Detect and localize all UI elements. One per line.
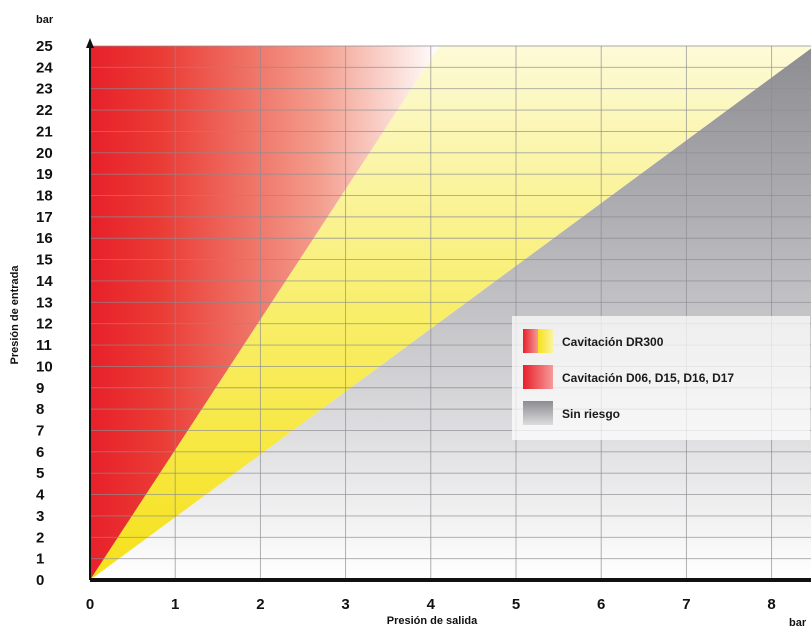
y-tick-label: 4 (36, 487, 45, 504)
legend-label-d06: Cavitación D06, D15, D16, D17 (562, 371, 734, 385)
x-axis-title: Presión de salida (387, 615, 478, 627)
x-tick-label: 6 (597, 596, 605, 613)
y-axis-arrow-icon (86, 38, 94, 48)
y-tick-label: 16 (36, 230, 53, 247)
y-tick-label: 0 (36, 572, 44, 589)
y-tick-label: 19 (36, 166, 53, 183)
y-tick-label: 22 (36, 102, 53, 119)
x-tick-label: 1 (171, 596, 179, 613)
x-tick-label: 5 (512, 596, 520, 613)
legend: Cavitación DR300 Cavitación D06, D15, D1… (512, 316, 810, 440)
y-tick-label: 21 (36, 123, 53, 140)
tick-labels: 0123456789101112131415161718192021222324… (36, 38, 776, 613)
legend-label-dr300: Cavitación DR300 (562, 335, 664, 349)
legend-swatch-dr300-red (523, 329, 538, 353)
x-tick-label: 3 (341, 596, 349, 613)
y-tick-label: 24 (36, 59, 53, 76)
y-tick-label: 13 (36, 294, 53, 311)
axes (86, 38, 811, 582)
y-tick-label: 14 (36, 273, 53, 290)
y-unit-label: bar (36, 14, 54, 26)
y-tick-label: 18 (36, 188, 53, 205)
y-tick-label: 1 (36, 551, 44, 568)
legend-swatch-d06 (523, 365, 553, 389)
y-axis-title: Presión de entrada (9, 265, 21, 365)
y-tick-label: 12 (36, 316, 53, 333)
y-tick-label: 2 (36, 529, 44, 546)
region-cavitacion-dr300 (90, 46, 811, 580)
y-tick-label: 7 (36, 422, 44, 439)
y-tick-label: 23 (36, 81, 53, 98)
y-tick-label: 5 (36, 465, 44, 482)
y-tick-label: 8 (36, 401, 44, 418)
y-tick-label: 10 (36, 358, 53, 375)
x-tick-label: 0 (86, 596, 94, 613)
x-tick-label: 7 (682, 596, 690, 613)
y-tick-label: 11 (36, 337, 52, 354)
x-unit-label: bar (789, 617, 807, 629)
y-tick-label: 3 (36, 508, 44, 525)
y-tick-label: 9 (36, 380, 44, 397)
y-tick-label: 25 (36, 38, 53, 55)
x-tick-label: 8 (767, 596, 775, 613)
y-tick-label: 17 (36, 209, 53, 226)
y-tick-label: 20 (36, 145, 53, 162)
y-tick-label: 15 (36, 252, 53, 269)
region-sin-riesgo (90, 46, 811, 580)
x-tick-label: 2 (256, 596, 264, 613)
x-tick-label: 4 (427, 596, 436, 613)
region-cavitacion-d06 (90, 46, 440, 580)
legend-label-sin-riesgo: Sin riesgo (562, 407, 620, 421)
legend-box (512, 316, 810, 440)
legend-swatch-sin-riesgo (523, 401, 553, 425)
y-tick-label: 6 (36, 444, 44, 461)
legend-swatch-dr300-yellow (538, 329, 553, 353)
cavitation-regions (90, 46, 811, 580)
